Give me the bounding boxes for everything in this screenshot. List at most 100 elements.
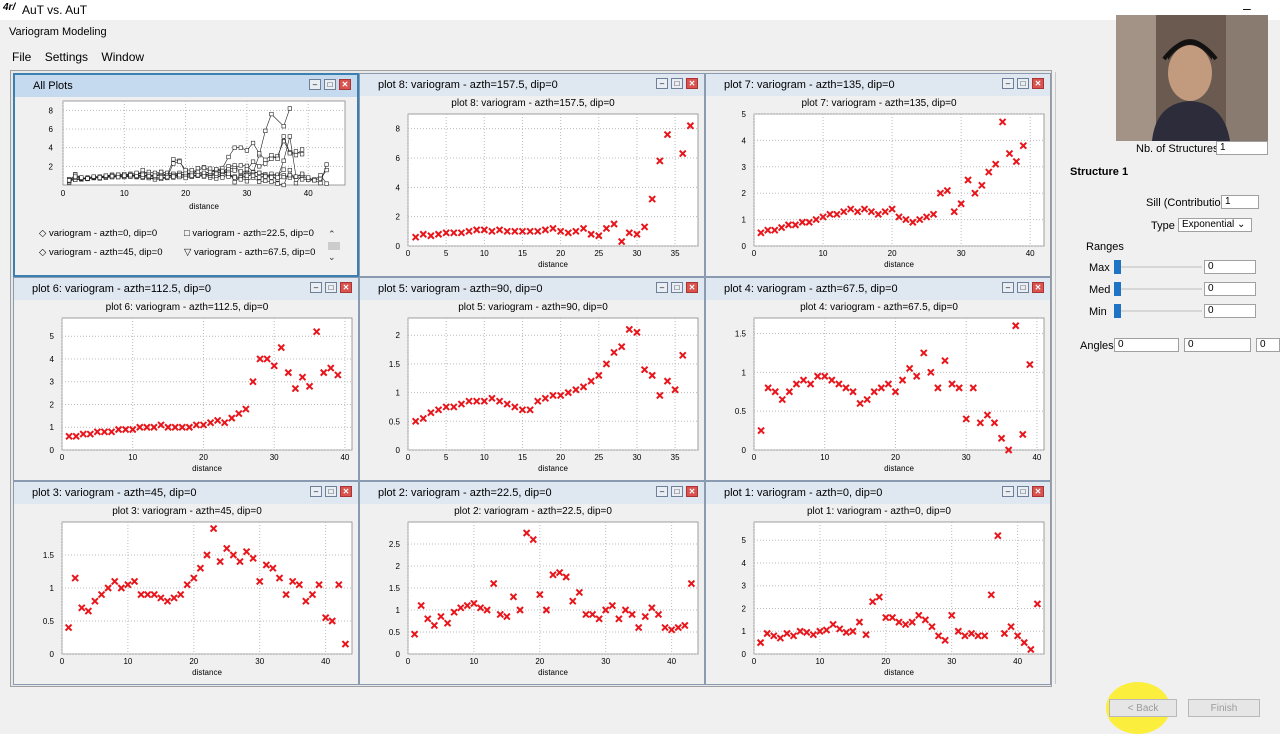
plot-window-1[interactable]: plot 1: variogram - azth=0, dip=0– □ ✕ plot… (705, 481, 1051, 685)
data-point (236, 557, 244, 566)
plot-window-6[interactable]: plot 6: variogram - azth=112.5, dip=0 – □ ✕… (13, 277, 359, 481)
frame-titlebar[interactable]: plot 2: variogram - azth=22.5, dip=0 – □ ✕ (360, 482, 704, 504)
data-point (625, 325, 634, 334)
frame-titlebar[interactable]: All Plots – □ ✕ (15, 75, 357, 97)
frame-minimize-button[interactable]: – (310, 282, 322, 293)
window-minimize-button[interactable]: – (1243, 0, 1251, 16)
back-button[interactable]: < Back (1109, 699, 1177, 717)
menu-window[interactable]: Window (101, 50, 145, 64)
series-point (103, 173, 109, 178)
frame-minimize-button[interactable]: – (1002, 282, 1014, 293)
frame-titlebar[interactable]: plot 6: variogram - azth=112.5, dip=0 – □ ✕ (14, 278, 358, 300)
series-point (201, 170, 207, 175)
min-input[interactable]: 0 (1204, 304, 1256, 318)
slider-thumb[interactable] (1114, 260, 1121, 274)
frame-titlebar[interactable]: plot 1: variogram - azth=0, dip=0 – □ ✕ (706, 482, 1050, 504)
plot-window-7[interactable]: plot 7: variogram - azth=135, dip=0– □ ✕ pl… (705, 73, 1051, 277)
variogram-chart: plot 1: variogram - azth=0, dip=00 10 20 30… (742, 506, 1045, 677)
angle-2-input[interactable]: 0 (1184, 338, 1251, 352)
frame-minimize-button[interactable]: – (309, 79, 321, 90)
min-slider[interactable] (1114, 304, 1204, 318)
max-slider[interactable] (1114, 260, 1204, 274)
chart-title: plot 5: variogram - azth=90, dip=0 (458, 302, 608, 313)
frame-close-button[interactable]: ✕ (1032, 78, 1044, 89)
data-point (813, 372, 822, 380)
max-input[interactable]: 0 (1204, 260, 1256, 274)
data-point (1019, 430, 1027, 439)
frame-close-button[interactable]: ✕ (686, 282, 698, 293)
data-point (860, 205, 869, 213)
all-plots-window[interactable]: All Plots – □ ✕ 0 10 20 30 40 2 4 6 8 distance ◇ … (13, 73, 359, 277)
angles-label: Angles (1080, 340, 1114, 352)
y-tick-label: 3 (742, 163, 747, 172)
frame-titlebar[interactable]: plot 3: variogram - azth=45, dip=0 – □ ✕ (14, 482, 358, 504)
frame-titlebar[interactable]: plot 5: variogram - azth=90, dip=0 – □ ✕ (360, 278, 704, 300)
angle-1-input[interactable]: 0 (1114, 338, 1179, 352)
sill-input[interactable]: 1 (1221, 195, 1259, 209)
x-tick-label: 0 (406, 453, 411, 462)
angle-3-input[interactable]: 0 (1256, 338, 1280, 352)
frame-maximize-button[interactable]: □ (325, 282, 337, 293)
scroll-up-arrow[interactable]: ⌃ (328, 229, 336, 239)
plot-window-4[interactable]: plot 4: variogram - azth=67.5, dip=0– □ ✕ p… (705, 277, 1051, 481)
series-point (85, 176, 90, 181)
frame-maximize-button[interactable]: □ (1017, 282, 1029, 293)
data-point (100, 428, 109, 436)
frame-close-button[interactable]: ✕ (339, 79, 351, 90)
chevron-down-icon: ⌄ (1237, 219, 1246, 230)
frame-close-button[interactable]: ✕ (340, 282, 352, 293)
data-point (327, 364, 335, 372)
frame-maximize-button[interactable]: □ (671, 486, 683, 497)
scroll-down-arrow[interactable]: ⌄ (328, 252, 336, 262)
data-point (136, 423, 144, 431)
frame-maximize-button[interactable]: □ (671, 78, 683, 89)
menu-settings[interactable]: Settings (44, 50, 89, 64)
type-select[interactable]: Exponential ⌄ (1178, 218, 1252, 232)
plot-window-2[interactable]: plot 2: variogram - azth=22.5, dip=0– □ ✕ p… (359, 481, 705, 685)
series-point (263, 174, 268, 179)
med-slider[interactable] (1114, 282, 1204, 296)
frame-close-button[interactable]: ✕ (340, 486, 352, 497)
frame-minimize-button[interactable]: – (656, 282, 668, 293)
slider-thumb[interactable] (1114, 304, 1121, 318)
data-point (615, 615, 623, 623)
x-tick-label: 0 (406, 657, 411, 666)
frame-maximize-button[interactable]: □ (1017, 486, 1029, 497)
frame-close-button[interactable]: ✕ (686, 78, 698, 89)
data-point (341, 640, 350, 648)
frame-titlebar[interactable]: plot 4: variogram - azth=67.5, dip=0 – □ ✕ (706, 278, 1050, 300)
scroll-thumb[interactable] (328, 242, 340, 250)
nb-structures-spinner[interactable]: 1 (1216, 141, 1268, 155)
data-point (442, 229, 450, 237)
frame-minimize-button[interactable]: – (656, 486, 668, 497)
frame-maximize-button[interactable]: □ (324, 79, 336, 90)
data-point (785, 388, 794, 396)
frame-maximize-button[interactable]: □ (325, 486, 337, 497)
frame-close-button[interactable]: ✕ (686, 486, 698, 497)
plot-window-5[interactable]: plot 5: variogram - azth=90, dip=0– □ ✕ plo… (359, 277, 705, 481)
frame-titlebar[interactable]: plot 8: variogram - azth=157.5, dip=0 – □ ✕ (360, 74, 704, 96)
data-point (470, 599, 478, 608)
frame-maximize-button[interactable]: □ (1017, 78, 1029, 89)
frame-minimize-button[interactable]: – (656, 78, 668, 89)
finish-button[interactable]: Finish (1188, 699, 1260, 717)
data-point (997, 434, 1006, 443)
frame-titlebar[interactable]: plot 7: variogram - azth=135, dip=0 – □ ✕ (706, 74, 1050, 96)
plot-window-8[interactable]: plot 8: variogram - azth=157.5, dip=0 – □ ✕… (359, 73, 705, 277)
frame-minimize-button[interactable]: – (310, 486, 322, 497)
data-point (826, 210, 834, 219)
y-tick-label: 1 (742, 216, 747, 225)
frame-minimize-button[interactable]: – (1002, 78, 1014, 89)
data-point (777, 223, 786, 232)
slider-thumb[interactable] (1114, 282, 1121, 296)
x-tick-label: 20 (556, 249, 565, 258)
data-point (427, 408, 435, 417)
frame-minimize-button[interactable]: – (1002, 486, 1014, 497)
frame-close-button[interactable]: ✕ (1032, 282, 1044, 293)
med-input[interactable]: 0 (1204, 282, 1256, 296)
legend-scrollbar[interactable]: ⌃ ⌄ (328, 229, 340, 265)
frame-close-button[interactable]: ✕ (1032, 486, 1044, 497)
menu-file[interactable]: File (12, 50, 32, 64)
plot-window-3[interactable]: plot 3: variogram - azth=45, dip=0– □ ✕ plo… (13, 481, 359, 685)
frame-maximize-button[interactable]: □ (671, 282, 683, 293)
